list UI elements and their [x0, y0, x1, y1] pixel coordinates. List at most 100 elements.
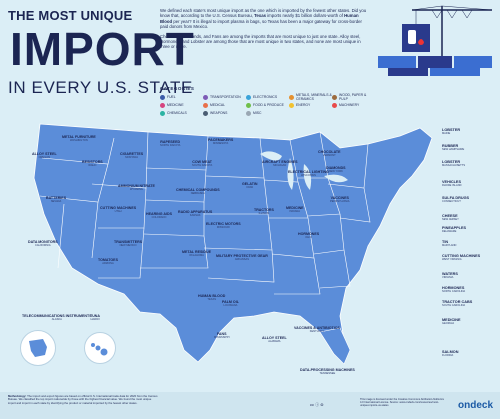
import-name: SALMON — [442, 350, 459, 354]
state-name: VERMONT — [322, 154, 336, 157]
alaska-inset — [20, 330, 56, 366]
state-name: MASSACHUSETTS — [442, 164, 466, 168]
map-import-label: CIGARETTES MONTANA — [120, 152, 143, 160]
methodology-title: Methodology: — [8, 394, 27, 398]
state-name: DELAWARE — [442, 230, 457, 234]
methodology-text: Methodology: The import and export figur… — [8, 394, 158, 405]
import-name: PACEMAKERS — [208, 138, 234, 142]
map-import-label: AIRCRAFT ENGINES MICHIGAN — [262, 160, 298, 168]
import-name: CHEMICAL COMPOUNDS — [176, 188, 220, 192]
category-color-dot — [332, 94, 337, 100]
import-name: RAPESEED — [160, 140, 181, 144]
import-name: TOMATOES — [98, 258, 118, 262]
map-import-label: TRACTORS ILLINOIS — [254, 208, 274, 216]
map-import-label: DATA MONITORS CALIFORNIA — [28, 240, 58, 248]
category-label: ELECTRONICS — [253, 95, 278, 99]
import-name: CUTTING MACHINES — [442, 254, 481, 258]
category-legend-item: FUEL — [160, 93, 203, 101]
map-import-label: CUTTING MACHINES UTAH — [100, 206, 136, 214]
category-legend-item: WOOD, PAPER & PULP — [332, 93, 375, 101]
title-import: IMPORT — [10, 23, 195, 75]
state-name: HAWAII — [90, 318, 100, 321]
map-import-label: HUMAN BLOOD TEXAS — [198, 294, 225, 302]
category-color-dot — [160, 102, 165, 108]
category-color-dot — [160, 94, 165, 100]
import-name: MEDICINE — [286, 206, 304, 210]
map-import-label: TRANSMITTERS NEW MEXICO — [114, 240, 142, 248]
state-name: CONNECTICUT — [442, 200, 461, 204]
import-name: BATTERIES — [46, 196, 67, 200]
right-import-label: SALMON FLORIDA — [442, 350, 458, 358]
category-color-dot — [203, 110, 208, 116]
map-import-label: ALLOY STEEL ALABAMA — [262, 336, 287, 344]
map-import-label: DIAMONDS NEW YORK — [326, 166, 346, 174]
category-label: MEDICAL — [210, 103, 226, 107]
state-name: WYOMING — [129, 188, 143, 191]
state-name: COLORADO — [151, 216, 167, 219]
state-name: ALASKA — [51, 318, 62, 321]
right-import-label: LOBSTER MAINE — [442, 128, 460, 136]
import-name: HORMONES — [298, 232, 320, 236]
category-color-dot — [289, 94, 294, 100]
state-name: MICHIGAN — [273, 164, 287, 167]
state-name: MISSOURI — [216, 226, 230, 229]
state-name: MAINE — [442, 132, 451, 136]
import-name: METAL RESIDUE — [182, 250, 212, 254]
category-label: MACHINERY — [339, 103, 360, 107]
category-legend-item: MEDICINE — [160, 101, 203, 109]
category-legend-item: MISC — [246, 109, 289, 117]
category-label: TRANSPORTATION — [210, 95, 241, 99]
import-name: VACCINES & ANTIBIOTICS — [294, 326, 340, 330]
import-name: RUBBER — [442, 144, 459, 148]
state-name: SOUTH CAROLINA — [442, 304, 466, 308]
intro-p1-blood: Human Blood — [160, 13, 359, 24]
state-name: MONTANA — [125, 156, 138, 159]
state-name: TENNESSEE — [319, 372, 336, 375]
category-legend-item: ENERGY — [289, 101, 332, 109]
import-name: TIN — [442, 240, 449, 244]
methodology-body: The import and export figures are based … — [8, 394, 158, 405]
title-line1: THE MOST UNIQUE — [8, 8, 133, 23]
map-import-label: PACEMAKERS MINNESOTA — [208, 138, 233, 146]
import-name: ALLOY STEEL — [32, 152, 57, 156]
category-legend-item: MACHINERY — [332, 101, 375, 109]
state-name: LOUISIANA — [223, 304, 238, 307]
shipping-crane-illustration — [372, 2, 497, 80]
state-name: ILLINOIS — [258, 212, 270, 215]
import-name: RESISTORS — [82, 160, 103, 164]
state-name: OREGON — [38, 156, 51, 159]
map-import-label: METAL FURNITURE WASHINGTON — [62, 135, 96, 143]
import-name: CIGARETTES — [120, 152, 144, 156]
import-name: ELECTRIC MOTORS — [206, 222, 241, 226]
state-name: WEST VIRGINIA — [442, 258, 462, 262]
florida-shape — [319, 327, 351, 365]
state-name: SOUTH DAKOTA — [192, 164, 213, 167]
intro-p1-c: per year? It is illegal to import plasma… — [160, 18, 362, 30]
map-import-label: VACCINES & ANTIBIOTICS KENTUCKY — [294, 326, 340, 334]
ondeck-logo: ondeck — [458, 400, 494, 411]
category-label: MISC — [253, 111, 262, 115]
right-import-label: TRACTOR CABS SOUTH CAROLINA — [442, 300, 472, 308]
map-import-label: RADIO APPARATUS KANSAS — [178, 210, 212, 218]
map-import-label: DATA-PROCESSING MACHINES TENNESSEE — [300, 368, 355, 376]
category-label: CHEMICALS — [167, 111, 187, 115]
state-name: NEVADA — [50, 200, 62, 203]
state-name: WASHINGTON — [70, 139, 88, 142]
state-name: KANSAS — [189, 214, 201, 217]
us-map — [33, 123, 433, 365]
state-name: IDAHO — [88, 164, 97, 167]
license-icons: cc ⓘ ⊜ — [310, 402, 324, 407]
category-color-dot — [332, 102, 337, 108]
import-name: ALLOY STEEL — [262, 336, 287, 340]
intro-paragraph-2: Chocolate, Diamonds, and Fans are among … — [160, 33, 361, 50]
state-name: OHIO — [305, 236, 312, 239]
intro-text: We defined each state's most unique impo… — [160, 8, 370, 54]
map-import-label: CHOCOLATE VERMONT — [318, 150, 341, 158]
state-name: RHODE ISLAND — [442, 184, 462, 188]
import-name: TRACTOR CABS — [442, 300, 473, 304]
state-name: NEBRASKA — [190, 192, 205, 195]
state-name: GEORGIA — [442, 322, 455, 326]
import-name: PINEAPPLES — [442, 226, 467, 230]
intro-p1-a: We defined each state's most unique impo… — [160, 8, 367, 19]
